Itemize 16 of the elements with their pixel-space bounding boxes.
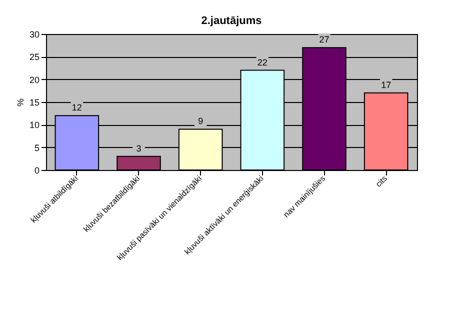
y-tick-label: 30 bbox=[29, 30, 40, 40]
x-tick-label: cits bbox=[374, 174, 389, 189]
data-label: 22 bbox=[257, 57, 268, 68]
y-tick-label: 25 bbox=[29, 52, 40, 62]
data-label: 12 bbox=[72, 102, 82, 113]
y-tick-label: 20 bbox=[29, 74, 40, 85]
chart-title: 2.jautājums bbox=[201, 15, 262, 27]
y-axis-title: % bbox=[15, 98, 26, 107]
data-label: 27 bbox=[319, 34, 330, 45]
y-tick-label: 0 bbox=[34, 166, 40, 176]
y-tick-label: 5 bbox=[34, 142, 40, 153]
y-tick-label: 15 bbox=[29, 98, 40, 108]
data-label: 9 bbox=[198, 116, 204, 126]
y-tick-label: 10 bbox=[29, 120, 40, 130]
data-label: 3 bbox=[136, 143, 142, 154]
data-label: 17 bbox=[381, 80, 392, 90]
